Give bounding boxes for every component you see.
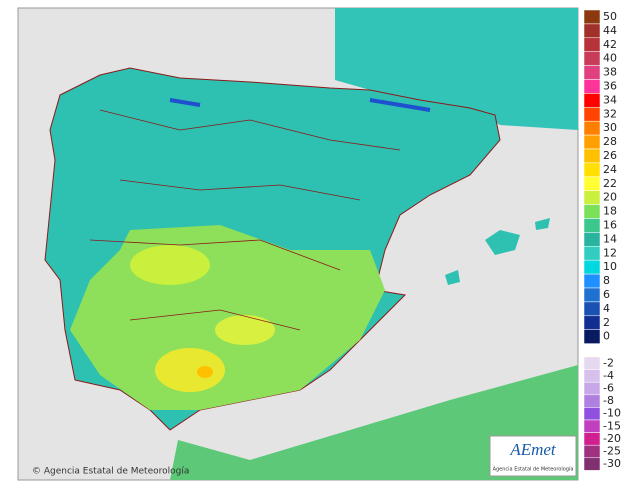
legend-label: -30 [603, 457, 621, 470]
hot-zone [155, 348, 225, 392]
legend-swatch [583, 356, 601, 370]
legend-label: 40 [603, 52, 617, 65]
legend-swatch [583, 301, 601, 317]
legend-swatch [583, 444, 601, 459]
legend-swatch [583, 176, 601, 191]
legend-swatch [583, 381, 601, 396]
legend-label: -25 [603, 445, 621, 458]
legend-label: 36 [603, 79, 617, 92]
legend-swatch [583, 9, 601, 25]
island [485, 230, 520, 255]
legend-swatch [583, 273, 601, 289]
legend-swatch [583, 369, 601, 383]
legend-swatch [583, 407, 601, 421]
legend-label: 50 [603, 10, 617, 23]
legend-swatch [583, 93, 601, 108]
legend-label: 24 [603, 163, 617, 176]
legend-swatch [583, 246, 601, 261]
legend-swatch [583, 315, 601, 330]
legend-swatch [583, 419, 601, 433]
legend-swatch [583, 287, 601, 303]
legend-swatch [583, 162, 601, 178]
legend-label: 0 [603, 330, 610, 343]
legend-label: -15 [603, 419, 621, 432]
island [445, 270, 460, 285]
legend-label: 6 [603, 288, 610, 301]
legend-label: 14 [603, 232, 617, 245]
legend-swatch [583, 218, 601, 233]
legend-label: 22 [603, 177, 617, 190]
legend-label: 12 [603, 246, 617, 259]
logo-box [489, 435, 577, 477]
legend-swatch [583, 232, 601, 247]
legend-swatch [583, 259, 601, 275]
legend-label: -6 [603, 382, 614, 395]
legend-swatch [583, 120, 601, 136]
africa [170, 365, 578, 480]
legend-label: 32 [603, 107, 617, 120]
logo-subtitle: Agencia Estatal de Meteorología [493, 466, 574, 473]
logo-name: AEmet [509, 440, 557, 459]
legend-swatch [583, 107, 601, 122]
legend-label: -10 [603, 407, 621, 420]
province-border [89, 109, 401, 331]
legend-label: 16 [603, 218, 617, 231]
legend-swatch [583, 190, 601, 205]
legend-swatch [583, 23, 601, 39]
legend-swatch [583, 432, 601, 446]
legend-swatch [583, 51, 601, 66]
hot-zone [130, 245, 210, 285]
copyright: © Agencia Estatal de Meteorología [32, 467, 189, 477]
legend-label: -8 [603, 394, 614, 407]
legend-swatch [583, 457, 601, 471]
legend-label: 38 [603, 66, 617, 79]
legend-swatch [583, 204, 601, 219]
legend-label: 4 [603, 302, 610, 315]
legend-label: 26 [603, 149, 617, 162]
mountains [169, 98, 431, 112]
legend-swatch [583, 65, 601, 80]
legend-label: 34 [603, 93, 617, 106]
legend-label: 2 [603, 316, 610, 329]
legend-swatch [583, 394, 601, 408]
legend-swatch [583, 329, 601, 344]
legend-label: 44 [603, 24, 617, 37]
legend-label: 8 [603, 274, 610, 287]
legend-label: 28 [603, 135, 617, 148]
legend-label: 18 [603, 205, 617, 218]
island [535, 218, 550, 230]
legend-label: 10 [603, 260, 617, 273]
legend: 5044424038363432302826242220181614121086… [583, 9, 621, 471]
legend-label: -20 [603, 432, 621, 445]
legend-swatch [583, 37, 601, 52]
legend-label: -2 [603, 356, 614, 369]
legend-label: 30 [603, 121, 617, 134]
hot-zone [215, 315, 275, 345]
legend-swatch [583, 148, 601, 164]
france [335, 8, 578, 130]
legend-label: 42 [603, 38, 617, 51]
legend-label: 20 [603, 191, 617, 204]
legend-swatch [583, 79, 601, 94]
legend-swatch [583, 134, 601, 150]
legend-label: -4 [603, 369, 614, 382]
hot-zone [197, 366, 213, 378]
